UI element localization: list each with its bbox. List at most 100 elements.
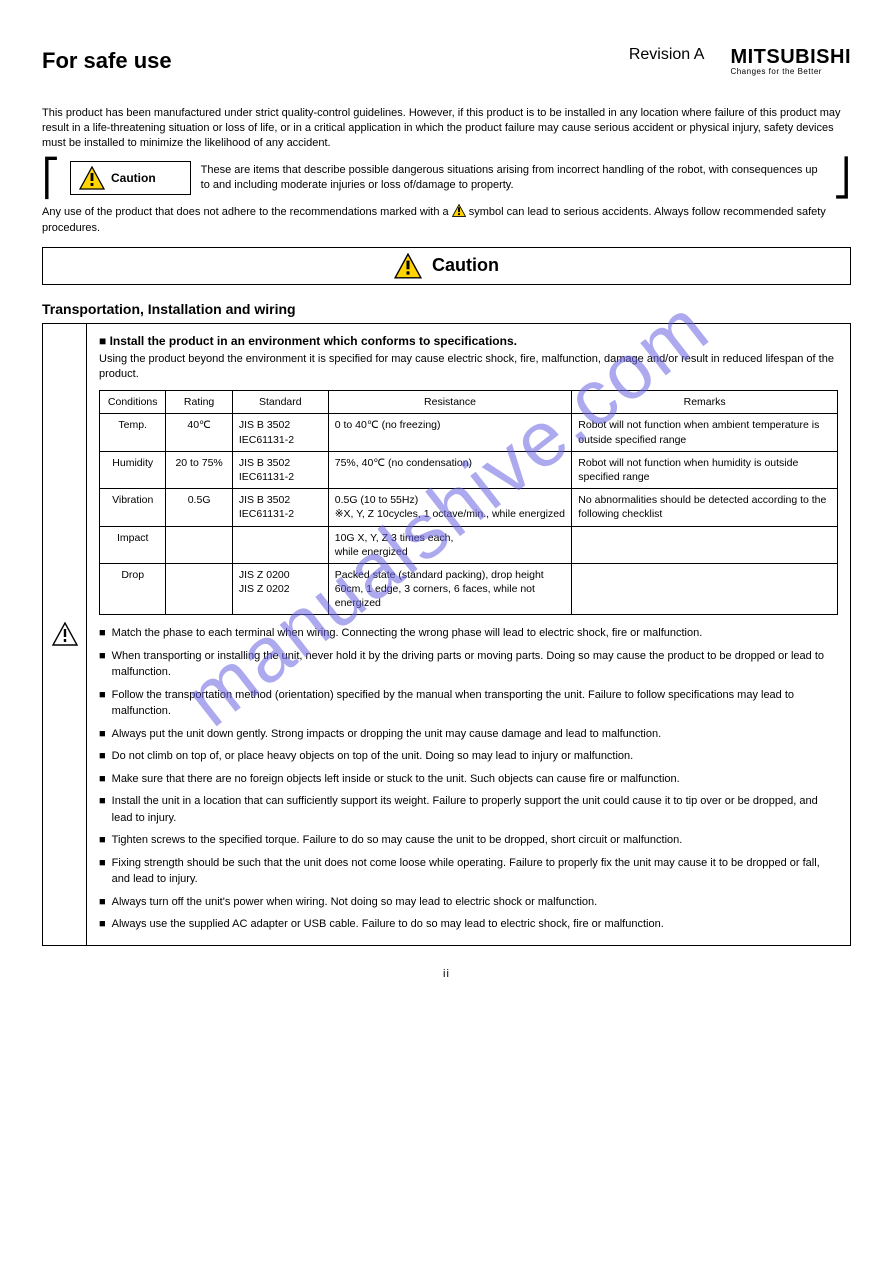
warning-triangle-icon: [79, 166, 105, 190]
bracket-right: ⎦: [833, 165, 851, 190]
bullet-text: Always put the unit down gently. Strong …: [112, 726, 662, 743]
th-standard: Standard: [232, 391, 328, 414]
section-heading: Transportation, Installation and wiring: [42, 301, 851, 317]
cell: No abnormalities should be detected acco…: [572, 489, 838, 526]
env-heading: ■ Install the product in an environment …: [99, 334, 838, 348]
cell: JIS B 3502 IEC61131-2: [232, 451, 328, 488]
cell: 40℃: [166, 414, 232, 451]
table-row: Impact 10G X, Y, Z 3 times each, while e…: [100, 526, 838, 563]
callout-box: Caution: [70, 161, 191, 195]
bullet-text: When transporting or installing the unit…: [112, 648, 838, 681]
page-title: For safe use: [42, 48, 172, 74]
th-rating: Rating: [166, 391, 232, 414]
cell: Temp.: [100, 414, 166, 451]
bullet-marker: ■: [99, 726, 106, 743]
table-row: Temp. 40℃ JIS B 3502 IEC61131-2 0 to 40℃…: [100, 414, 838, 451]
bullet-text: Match the phase to each terminal when wi…: [112, 625, 703, 642]
caution-header-box: Caution: [42, 247, 851, 285]
list-item: ■Follow the transportation method (orien…: [99, 687, 838, 720]
bullet-text: Follow the transportation method (orient…: [112, 687, 838, 720]
callout-text: These are items that describe possible d…: [201, 163, 823, 193]
header-row: For safe use Revision A MITSUBISHI Chang…: [42, 46, 851, 76]
list-item: ■ Match the phase to each terminal when w…: [99, 625, 838, 642]
list-item: ■Fixing strength should be such that the…: [99, 855, 838, 888]
table-row: Vibration 0.5G JIS B 3502 IEC61131-2 0.5…: [100, 489, 838, 526]
th-remarks: Remarks: [572, 391, 838, 414]
table-header-row: Conditions Rating Standard Resistance Re…: [100, 391, 838, 414]
cell: Impact: [100, 526, 166, 563]
bullet-marker: ■: [99, 855, 106, 888]
cell: 10G X, Y, Z 3 times each, while energize…: [328, 526, 572, 563]
caution-content-box: ■ Install the product in an environment …: [42, 323, 851, 946]
cell: JIS B 3502 IEC61131-2: [232, 414, 328, 451]
callout-row: ⎡ Caution These are items that describe …: [42, 161, 851, 195]
environment-table: Conditions Rating Standard Resistance Re…: [99, 390, 838, 615]
th-conditions: Conditions: [100, 391, 166, 414]
outline-warning-icon: [52, 622, 78, 646]
cell: 0 to 40℃ (no freezing): [328, 414, 572, 451]
list-item: ■ Always turn off the unit's power when w…: [99, 894, 838, 911]
revision-tag: Revision A: [629, 46, 705, 64]
bullet-text: Make sure that there are no foreign obje…: [112, 771, 680, 788]
cell: Drop: [100, 563, 166, 615]
cell: [166, 563, 232, 615]
bullet-marker: ■: [99, 625, 106, 642]
cell: Packed state (standard packing), drop he…: [328, 563, 572, 615]
alert-note-pre: Any use of the product that does not adh…: [42, 206, 452, 218]
bullet-marker: ■: [99, 687, 106, 720]
cell: 20 to 75%: [166, 451, 232, 488]
list-item: ■ Do not climb on top of, or place heavy …: [99, 748, 838, 765]
cell: JIS Z 0200 JIS Z 0202: [232, 563, 328, 615]
bullet-marker: ■: [99, 793, 106, 826]
list-item: ■ Always put the unit down gently. Strong…: [99, 726, 838, 743]
bullet-marker: ■: [99, 771, 106, 788]
bullet-marker: ■: [99, 648, 106, 681]
header-right: Revision A MITSUBISHI Changes for the Be…: [629, 46, 851, 76]
bullet-text: Always use the supplied AC adapter or US…: [112, 916, 664, 933]
cell: Robot will not function when ambient tem…: [572, 414, 838, 451]
brand-name: MITSUBISHI: [730, 46, 851, 69]
bullet-marker: ■: [99, 916, 106, 933]
cell: [166, 526, 232, 563]
page-title-text: For safe use: [42, 48, 172, 73]
caution-header-icon: [394, 253, 422, 279]
list-item: ■When transporting or installing the uni…: [99, 648, 838, 681]
list-item: ■ Make sure that there are no foreign obj…: [99, 771, 838, 788]
table-row: Humidity 20 to 75% JIS B 3502 IEC61131-2…: [100, 451, 838, 488]
inline-warning-icon: [452, 204, 466, 217]
env-subtext: Using the product beyond the environment…: [99, 352, 838, 383]
bullet-text: Do not climb on top of, or place heavy o…: [112, 748, 634, 765]
brand-block: MITSUBISHI Changes for the Better: [730, 46, 851, 76]
cell: Humidity: [100, 451, 166, 488]
th-resistance: Resistance: [328, 391, 572, 414]
cell: [232, 526, 328, 563]
bullet-text: Fixing strength should be such that the …: [112, 855, 838, 888]
list-item: ■Install the unit in a location that can…: [99, 793, 838, 826]
bracket-left: ⎡: [42, 165, 60, 190]
bullet-marker: ■: [99, 832, 106, 849]
bullet-marker: ■: [99, 748, 106, 765]
list-item: ■ Tighten screws to the specified torque.…: [99, 832, 838, 849]
bullet-list: ■ Match the phase to each terminal when w…: [99, 625, 838, 933]
cell: 0.5G: [166, 489, 232, 526]
intro-paragraph: This product has been manufactured under…: [42, 106, 851, 151]
cell: Vibration: [100, 489, 166, 526]
list-item: ■ Always use the supplied AC adapter or U…: [99, 916, 838, 933]
callout-label: Caution: [111, 171, 156, 185]
page-number: ii: [42, 968, 851, 980]
caution-header-text: Caution: [432, 255, 499, 276]
bullet-text: Tighten screws to the specified torque. …: [112, 832, 683, 849]
table-row: Drop JIS Z 0200 JIS Z 0202 Packed state …: [100, 563, 838, 615]
symbol-column: [43, 324, 87, 945]
bullet-text: Always turn off the unit's power when wi…: [112, 894, 598, 911]
cell: JIS B 3502 IEC61131-2: [232, 489, 328, 526]
cell: 75%, 40℃ (no condensation): [328, 451, 572, 488]
cell: Robot will not function when humidity is…: [572, 451, 838, 488]
bullet-marker: ■: [99, 894, 106, 911]
cell: [572, 526, 838, 563]
cell: [572, 563, 838, 615]
cell: 0.5G (10 to 55Hz) ※X, Y, Z 10cycles, 1 o…: [328, 489, 572, 526]
alert-note: Any use of the product that does not adh…: [42, 204, 851, 237]
content-column: ■ Install the product in an environment …: [87, 324, 850, 945]
bullet-text: Install the unit in a location that can …: [112, 793, 838, 826]
